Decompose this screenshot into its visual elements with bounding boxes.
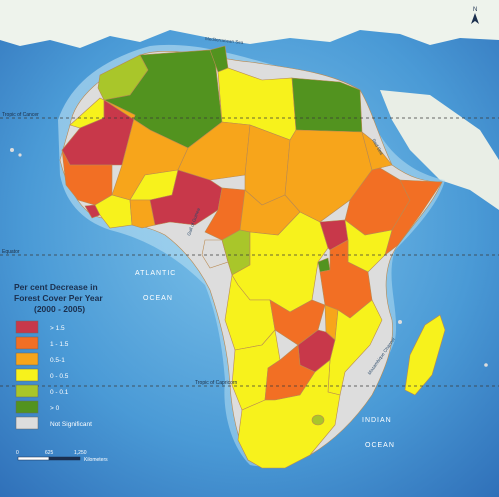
country-south-africa: [237, 359, 341, 469]
europe-landmass: [0, 0, 499, 48]
scale-tick-1250: 1,250: [74, 450, 87, 456]
equator-label: Equator: [2, 249, 20, 255]
scale-tick-0: 0: [16, 450, 19, 456]
country-gabon: [201, 239, 229, 269]
legend-swatch-6: [15, 400, 39, 414]
arabia-landmass: [380, 90, 499, 210]
legend-label-3: 0.5-1: [50, 357, 65, 364]
tropic-of-cancer-label: Tropic of Cancer: [2, 112, 39, 118]
legend-swatch-4: [15, 368, 39, 382]
legend-label-2: 1 - 1.5: [50, 341, 69, 348]
country-lesotho: [311, 414, 325, 426]
legend-title-line-1: Per cent Decrease in: [14, 282, 98, 292]
island-mauritius: [484, 363, 488, 367]
legend-label-1: > 1.5: [50, 325, 65, 332]
legend-label-7: Not Significant: [50, 421, 92, 428]
north-arrow-icon: N: [471, 7, 479, 24]
legend-title-line-3: (2000 - 2005): [34, 304, 85, 314]
atlantic-ocean-label: OCEAN: [143, 295, 173, 302]
country-egypt: [291, 77, 363, 133]
indian-ocean-label: OCEAN: [365, 442, 395, 449]
scale-bar: 0 625 1,250 Kilometers: [16, 450, 108, 463]
scale-tick-625: 625: [45, 450, 54, 456]
legend-swatch-1: [15, 320, 39, 334]
country-eritrea: [361, 131, 393, 171]
tropic-of-capricorn-label: Tropic of Capricorn: [195, 380, 238, 386]
country-madagascar: [404, 314, 446, 396]
island-cape-verde: [10, 148, 14, 152]
legend-swatch-3: [15, 352, 39, 366]
legend-title-line-2: Forest Cover Per Year: [14, 293, 103, 303]
country-zambia: [269, 299, 326, 346]
scale-unit: Kilometers: [84, 457, 108, 463]
legend-swatch-5: [15, 384, 39, 398]
legend-label-4: 0 - 0.5: [50, 373, 69, 380]
mediterranean-label: Mediterranean Sea: [205, 36, 244, 45]
legend-label-5: 0 - 0.1: [50, 389, 69, 396]
legend-label-6: > 0: [50, 405, 60, 412]
legend-swatch-7: [15, 416, 39, 430]
indian-label: INDIAN: [362, 417, 392, 424]
island-comoros: [398, 320, 402, 324]
island-cape-verde-2: [18, 153, 22, 157]
north-label: N: [473, 7, 477, 13]
legend-swatch-2: [15, 336, 39, 350]
country-somalia: [384, 179, 443, 256]
island-sao-tome: [194, 244, 198, 248]
legend: Per cent Decrease in Forest Cover Per Ye…: [14, 282, 103, 430]
atlantic-label: ATLANTIC: [135, 270, 176, 277]
